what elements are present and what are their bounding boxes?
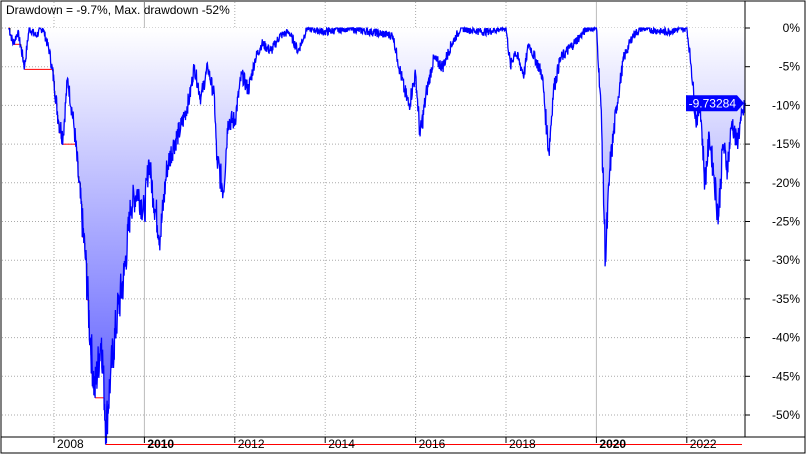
x-tick-label: 2008 bbox=[57, 437, 84, 451]
y-tick-label: -10% bbox=[772, 98, 800, 112]
x-tick-label: 2010 bbox=[147, 437, 174, 451]
y-tick-label: -40% bbox=[772, 331, 800, 345]
y-tick-label: -25% bbox=[772, 215, 800, 229]
x-tick-label: 2020 bbox=[599, 437, 626, 451]
current-value-label: -9.73284 bbox=[689, 96, 737, 110]
current-value-marker bbox=[686, 95, 744, 112]
x-tick-label: 2018 bbox=[509, 437, 536, 451]
y-tick-label: -20% bbox=[772, 176, 800, 190]
drawdown-line bbox=[8, 25, 747, 445]
x-tick-label: 2014 bbox=[328, 437, 355, 451]
y-tick-label: -15% bbox=[772, 137, 800, 151]
x-tick-label: 2022 bbox=[690, 437, 717, 451]
y-tick-label: -50% bbox=[772, 408, 800, 422]
x-tick-label: 2016 bbox=[419, 437, 446, 451]
x-tick-label: 2012 bbox=[238, 437, 265, 451]
drawdown-area bbox=[8, 28, 746, 445]
y-tick-label: -5% bbox=[779, 60, 801, 74]
y-tick-label: -30% bbox=[772, 253, 800, 267]
chart-title: Drawdown = -9.7%, Max. drawdown -52% bbox=[6, 3, 230, 17]
y-tick-label: 0% bbox=[783, 21, 801, 35]
y-tick-label: -35% bbox=[772, 292, 800, 306]
y-tick-label: -45% bbox=[772, 369, 800, 383]
